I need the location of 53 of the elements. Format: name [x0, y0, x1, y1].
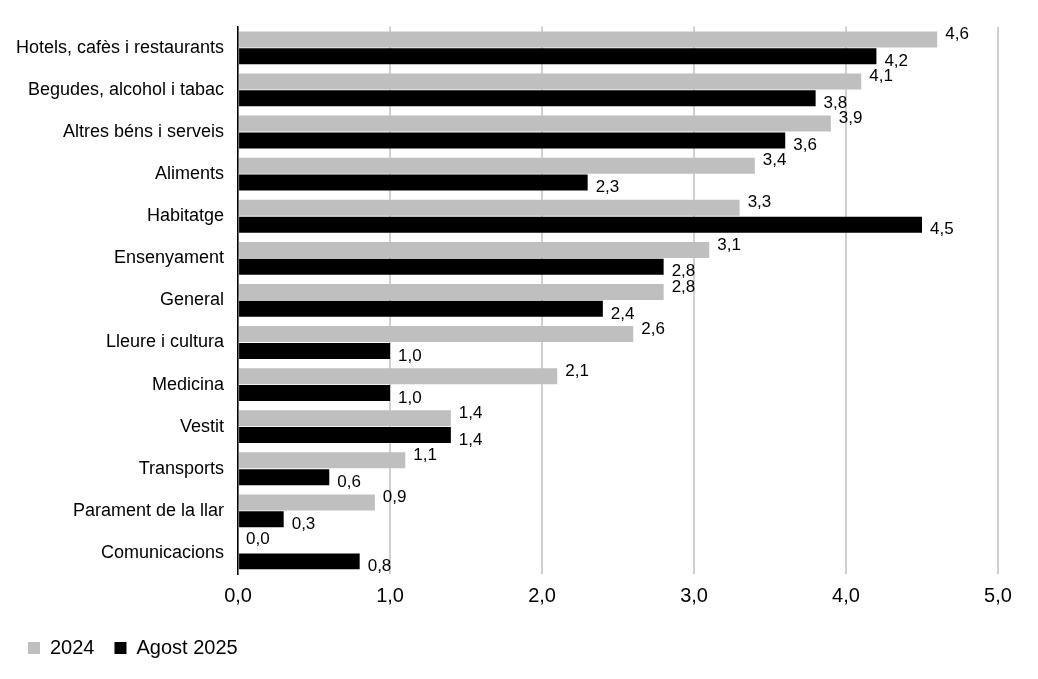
y-tick-label: Habitatge — [147, 205, 225, 226]
data-label: 3,1 — [717, 234, 741, 254]
y-tick-label: Transports — [138, 457, 225, 478]
data-label: 3,3 — [747, 192, 772, 212]
x-tick-label: 1,0 — [376, 583, 404, 606]
y-tick-label: Aliments — [155, 163, 225, 184]
data-label: 1,0 — [398, 387, 422, 407]
data-label: 4,5 — [930, 219, 954, 239]
data-label: 1,4 — [458, 402, 483, 422]
y-tick-label: General — [160, 289, 225, 310]
data-label: 0,8 — [367, 556, 392, 576]
x-tick-label: 3,0 — [680, 583, 708, 606]
bar — [239, 326, 634, 343]
data-label: 3,4 — [762, 150, 787, 170]
y-tick-label: Begudes, alcohol i tabac — [27, 78, 225, 99]
data-label: 1,0 — [398, 345, 422, 365]
bar — [239, 157, 755, 174]
bar — [239, 452, 406, 469]
bar — [239, 199, 740, 216]
y-tick-label: Comunicacions — [101, 541, 225, 562]
data-label: 3,6 — [793, 135, 817, 155]
data-label: 2,3 — [595, 177, 620, 197]
bar — [239, 494, 375, 511]
data-label: 2,6 — [641, 318, 665, 338]
data-label: 1,4 — [458, 429, 483, 449]
bar — [239, 410, 451, 427]
y-tick-label: Lleure i cultura — [106, 331, 226, 352]
legend-label: 2024 — [50, 635, 95, 658]
data-label: 0,9 — [382, 487, 407, 507]
data-label: 1,1 — [413, 445, 437, 465]
data-label: 2,1 — [565, 360, 589, 380]
bar — [239, 283, 664, 300]
data-label: 0,6 — [337, 471, 361, 491]
x-tick-label: 0,0 — [224, 583, 252, 606]
x-tick-label: 5,0 — [984, 583, 1012, 606]
bar — [239, 73, 862, 90]
y-tick-label: Vestit — [180, 415, 225, 436]
data-label: 0,0 — [246, 529, 270, 549]
y-tick-label: Parament de la llar — [73, 499, 225, 520]
data-label: 0,3 — [291, 513, 316, 533]
bar — [239, 241, 710, 258]
y-tick-label: Hotels, cafès i restaurants — [16, 36, 225, 57]
y-tick-label: Ensenyament — [114, 247, 225, 268]
legend-label: Agost 2025 — [136, 635, 238, 658]
x-tick-label: 2,0 — [528, 583, 556, 606]
x-tick-label: 4,0 — [832, 583, 860, 606]
bar — [239, 368, 558, 385]
data-label: 4,6 — [945, 24, 969, 44]
bar — [239, 115, 831, 132]
y-tick-label: Altres béns i serveis — [63, 121, 225, 141]
y-tick-label: Medicina — [152, 373, 226, 394]
data-label: 2,4 — [610, 303, 635, 323]
bar — [239, 31, 938, 48]
